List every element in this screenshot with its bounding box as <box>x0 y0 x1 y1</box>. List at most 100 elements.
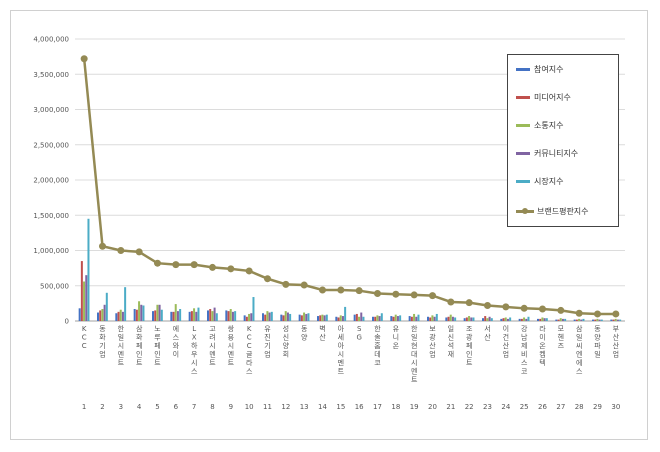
bar <box>341 316 344 321</box>
brand-index-point <box>575 309 583 317</box>
bar <box>600 319 603 321</box>
bar <box>399 315 402 321</box>
bar <box>598 319 601 321</box>
bar <box>225 310 228 321</box>
bar <box>135 309 138 321</box>
bar <box>335 316 338 321</box>
bar <box>115 313 118 321</box>
brand-index-point <box>557 306 565 314</box>
bar <box>380 313 383 321</box>
y-tick-label: 0 <box>65 318 69 326</box>
bar <box>488 316 491 321</box>
bar <box>97 312 99 321</box>
bar <box>465 317 468 321</box>
brand-index-point <box>264 275 271 283</box>
bars <box>78 218 622 321</box>
rank-label: 27 <box>556 403 565 411</box>
bar <box>227 311 230 321</box>
legend-item-market: 시장지수 <box>516 175 563 187</box>
bar <box>172 311 175 321</box>
bar <box>413 313 416 321</box>
x-axis-labels: K C C 1 동 화 기 업 2 한 일 시 멘 트 3 삼 화 페 인 트 4 노 루 페 인 트 5 에 스 와 이 6 L X 하 우 시 스 7 고… <box>82 324 621 411</box>
bar <box>358 316 361 321</box>
bar <box>417 314 420 321</box>
bar <box>319 315 322 321</box>
brand-index-point <box>99 242 106 250</box>
bar <box>502 318 505 321</box>
bar <box>394 314 397 321</box>
legend-swatch <box>516 123 530 127</box>
legend-label: 소통지수 <box>534 120 564 130</box>
bar <box>280 314 283 321</box>
rank-label: 4 <box>137 403 142 411</box>
brand-index-point <box>209 263 216 271</box>
legend-label: 참여지수 <box>534 64 564 74</box>
bar <box>160 309 163 321</box>
brand-index-point <box>282 280 290 288</box>
brand-index-point <box>392 290 400 298</box>
bar <box>463 318 466 321</box>
rank-label: 25 <box>520 403 529 411</box>
brand-index-point <box>300 281 308 289</box>
bar <box>286 312 289 321</box>
bar <box>142 305 145 321</box>
y-tick-label: 1,500,000 <box>33 212 69 220</box>
bar <box>541 317 544 321</box>
bar <box>449 314 452 321</box>
brand-index-point <box>245 267 253 275</box>
bar <box>179 309 182 321</box>
bar <box>234 311 237 321</box>
bar <box>484 316 487 321</box>
bar <box>392 316 395 321</box>
y-tick-label: 3,000,000 <box>33 106 69 114</box>
brand-index-point <box>612 310 620 318</box>
bar <box>154 310 157 321</box>
bar <box>378 316 381 321</box>
bar <box>520 318 523 321</box>
bar <box>612 319 615 321</box>
rank-label: 11 <box>263 403 272 411</box>
bar <box>87 218 90 321</box>
bar <box>209 309 212 321</box>
bar <box>539 318 542 321</box>
bar <box>506 318 509 321</box>
bar <box>537 318 539 321</box>
bar <box>376 315 379 321</box>
bar <box>415 316 418 321</box>
bar <box>303 312 306 321</box>
bar <box>435 313 438 321</box>
bar <box>289 313 292 321</box>
bar <box>374 316 377 321</box>
brand-index-point <box>227 265 235 273</box>
bar <box>575 319 578 321</box>
rank-label: 18 <box>391 403 400 411</box>
bar <box>610 319 613 321</box>
rank-label: 28 <box>575 403 584 411</box>
bar <box>390 316 393 321</box>
bar <box>305 313 308 321</box>
bar <box>619 319 622 321</box>
bar <box>188 311 191 321</box>
y-tick-label: 1,000,000 <box>33 247 69 255</box>
bar <box>557 319 560 321</box>
bar <box>207 310 209 321</box>
bar <box>472 317 475 321</box>
bar <box>486 318 489 321</box>
bar <box>482 318 484 321</box>
bar <box>614 318 617 321</box>
bar <box>360 312 363 321</box>
bar <box>124 287 127 321</box>
